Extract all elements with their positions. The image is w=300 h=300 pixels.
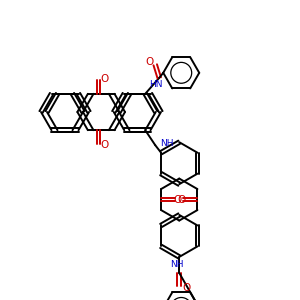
Text: O: O — [177, 195, 185, 205]
Text: HN: HN — [149, 80, 163, 89]
Text: O: O — [182, 283, 190, 293]
Text: NH: NH — [160, 139, 174, 148]
Text: NH: NH — [170, 260, 184, 269]
Text: O: O — [145, 57, 153, 67]
Text: O: O — [100, 140, 109, 150]
Text: O: O — [100, 74, 109, 84]
Text: O: O — [173, 195, 181, 205]
